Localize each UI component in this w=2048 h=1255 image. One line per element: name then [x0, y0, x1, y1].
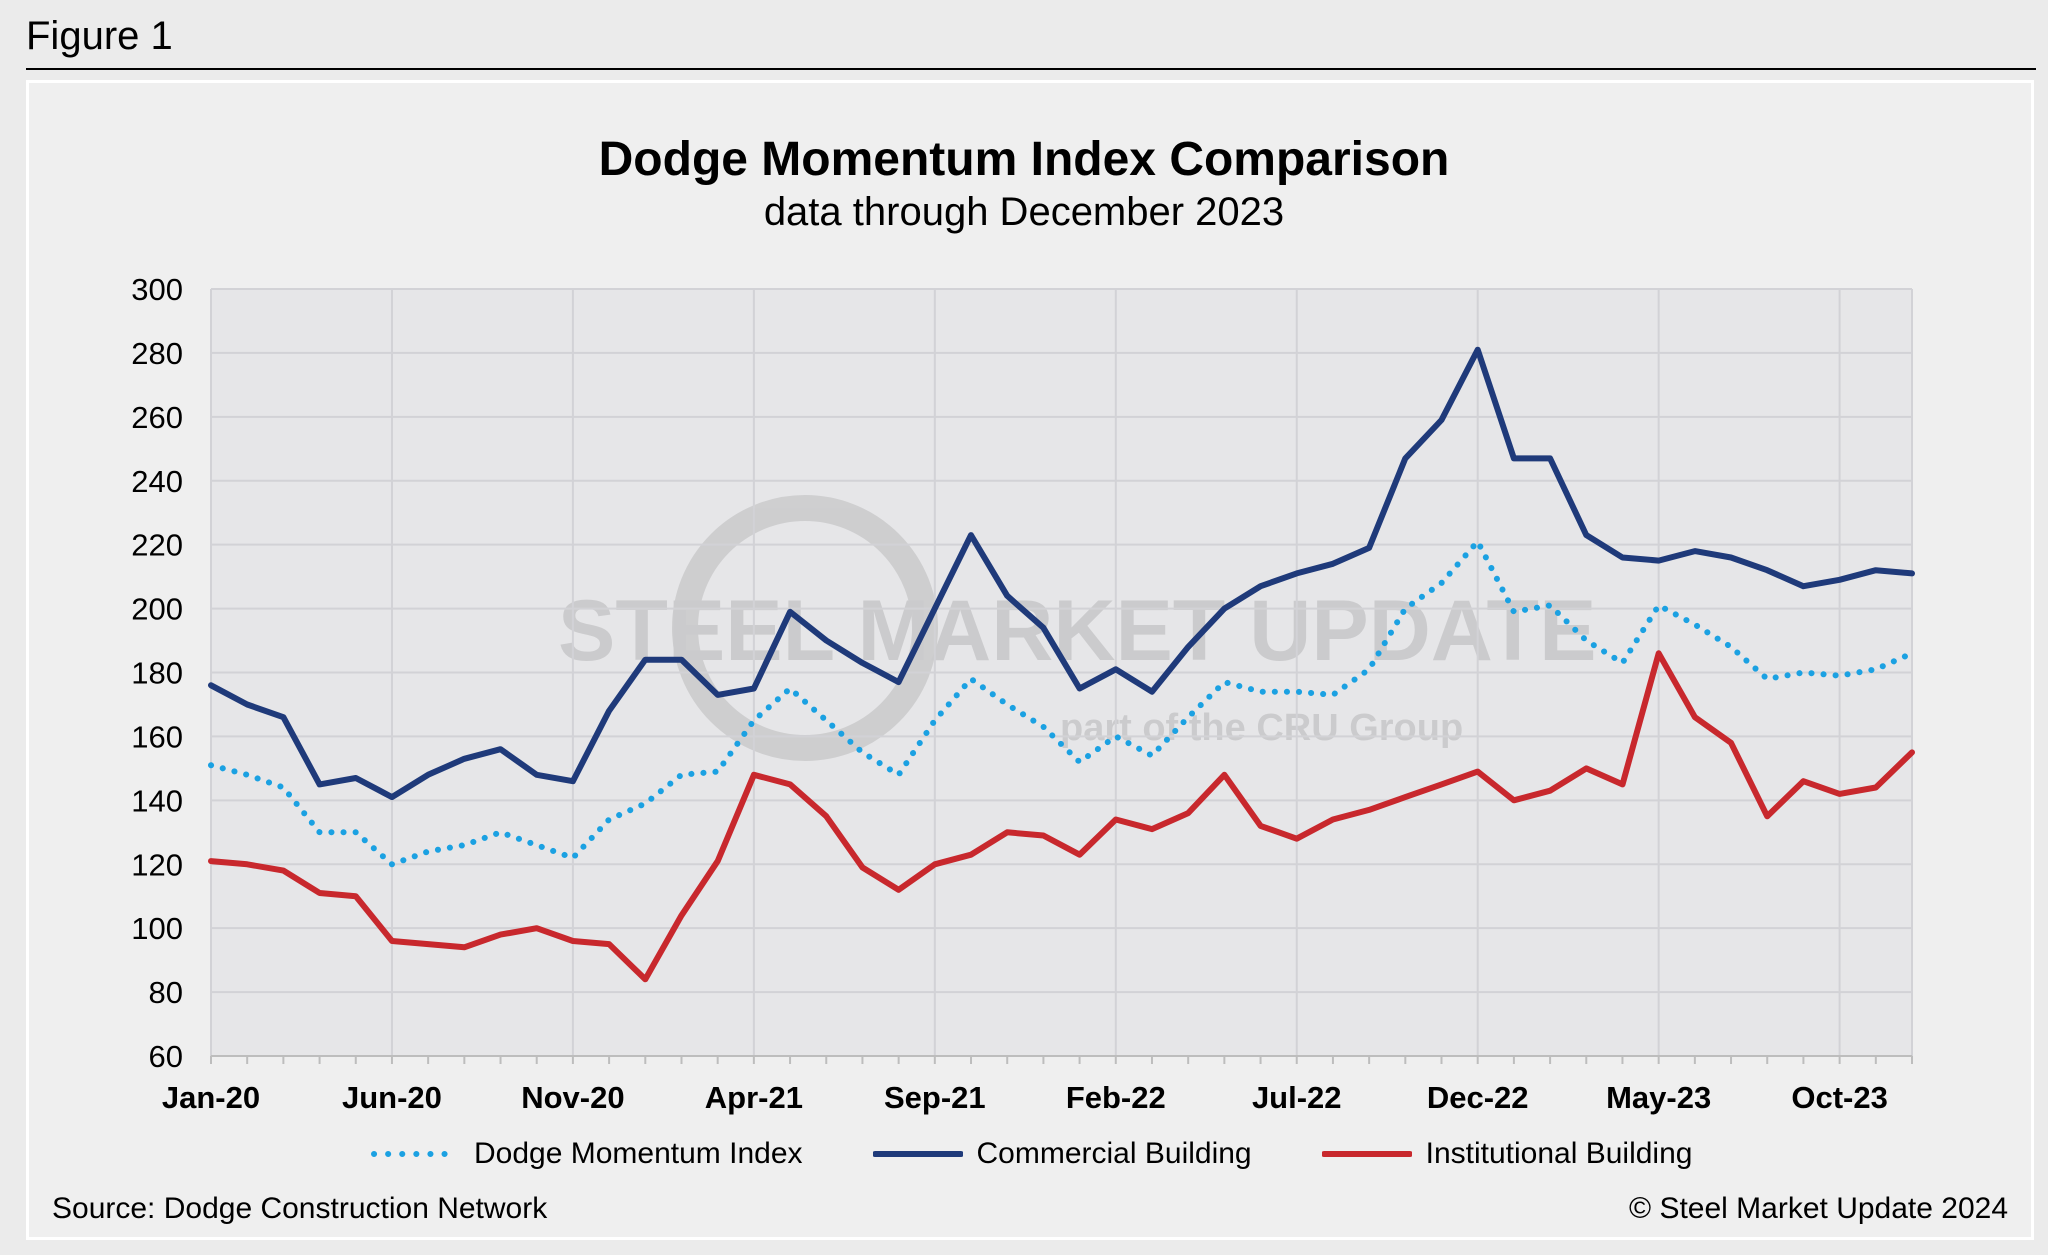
- y-tick-label: 100: [131, 911, 183, 946]
- series-group: [208, 346, 1915, 983]
- series-line-institutional: [208, 650, 1915, 983]
- legend: Dodge Momentum Index Commercial Building…: [370, 1134, 1762, 1174]
- legend-item-commercial: Commercial Building: [872, 1137, 1252, 1171]
- legend-swatch-dmi: [371, 1151, 459, 1157]
- x-tick-label: Feb-22: [1066, 1080, 1166, 1115]
- y-tick-label: 160: [131, 719, 183, 754]
- legend-swatch-commercial: [872, 1151, 963, 1157]
- x-tick-label: Dec-22: [1427, 1080, 1529, 1115]
- x-tick-label: Jul-22: [1252, 1080, 1342, 1115]
- y-tick-label: 140: [131, 783, 183, 818]
- x-tick-label: Oct-23: [1791, 1080, 1887, 1115]
- y-tick-label: 280: [131, 336, 183, 371]
- y-tick-label: 260: [131, 400, 183, 435]
- y-tick-label: 220: [131, 528, 183, 563]
- y-tick-label: 120: [131, 847, 183, 882]
- y-tick-label: 300: [131, 272, 183, 307]
- x-tick-label: Jun-20: [342, 1080, 442, 1115]
- watermark-subtext: part of the CRU Group: [1060, 707, 1463, 749]
- figure-divider: [26, 68, 2036, 70]
- y-axis: 60 80 100 120 140 160 180 200 220 240 260 280 300: [131, 272, 183, 1074]
- legend-label-commercial: Commercial Building: [976, 1137, 1252, 1170]
- x-tick-label: Sep-21: [884, 1080, 986, 1115]
- legend-swatch-institutional: [1321, 1151, 1412, 1157]
- x-tick-label: Apr-21: [705, 1080, 803, 1115]
- source-note: Source: Dodge Construction Network: [52, 1192, 548, 1225]
- chart-subtitle: data through December 2023: [763, 190, 1285, 234]
- legend-label-dmi: Dodge Momentum Index: [474, 1137, 803, 1170]
- y-tick-label: 180: [131, 656, 183, 691]
- y-tick-label: 240: [131, 464, 183, 499]
- chart-title: Dodge Momentum Index Comparison: [598, 133, 1450, 186]
- copyright-note: © Steel Market Update 2024: [1629, 1192, 2008, 1225]
- series-line-dmi: [208, 538, 1915, 868]
- figure-label: Figure 1: [26, 14, 173, 58]
- x-tick-label: May-23: [1606, 1080, 1711, 1115]
- y-tick-label: 80: [149, 975, 183, 1010]
- y-tick-label: 60: [149, 1039, 183, 1074]
- legend-item-institutional: Institutional Building: [1321, 1137, 1693, 1171]
- watermark-text: STEEL MARKET UPDATE: [558, 583, 1596, 679]
- x-tick-label: Nov-20: [521, 1080, 624, 1115]
- x-tick-label: Jan-20: [162, 1080, 260, 1115]
- series-line-commercial: [208, 346, 1915, 801]
- legend-item-dmi: Dodge Momentum Index: [370, 1137, 803, 1171]
- y-tick-label: 200: [131, 592, 183, 627]
- legend-label-institutional: Institutional Building: [1425, 1137, 1693, 1170]
- x-axis: Jan-20 Jun-20 Nov-20 Apr-21 Sep-21 Feb-22 Jul-…: [162, 1055, 1913, 1115]
